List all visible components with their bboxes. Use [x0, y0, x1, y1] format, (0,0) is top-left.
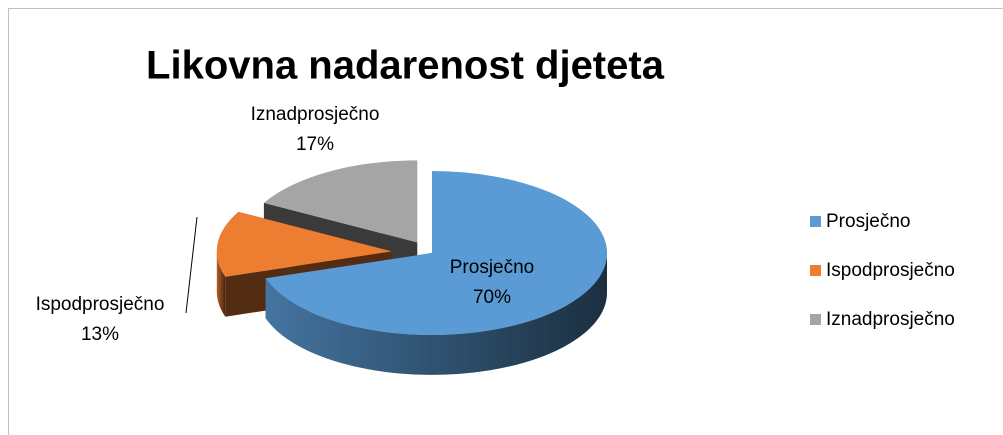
data-label-value: 17%: [296, 134, 334, 155]
legend-label: Iznadprosječno: [826, 309, 955, 330]
legend-swatch: [810, 314, 821, 325]
data-label-name: Iznadprosječno: [251, 104, 380, 125]
slice-side: [216, 251, 226, 317]
data-label-value: 13%: [81, 324, 119, 345]
legend-label: Prosječno: [826, 211, 911, 232]
chart-title: Likovna nadarenost djeteta: [146, 44, 665, 88]
data-label-name: Prosječno: [450, 257, 535, 278]
slice: [265, 171, 608, 335]
data-label-value: 70%: [473, 287, 511, 308]
legend-swatch: [810, 265, 821, 276]
leader-line: [185, 216, 198, 314]
slice: [263, 160, 418, 243]
slice: [216, 211, 392, 277]
legend-swatch: [810, 216, 821, 227]
data-label-name: Ispodprosječno: [36, 294, 165, 315]
slice-side: [265, 253, 607, 375]
legend-label: Ispodprosječno: [826, 260, 955, 281]
